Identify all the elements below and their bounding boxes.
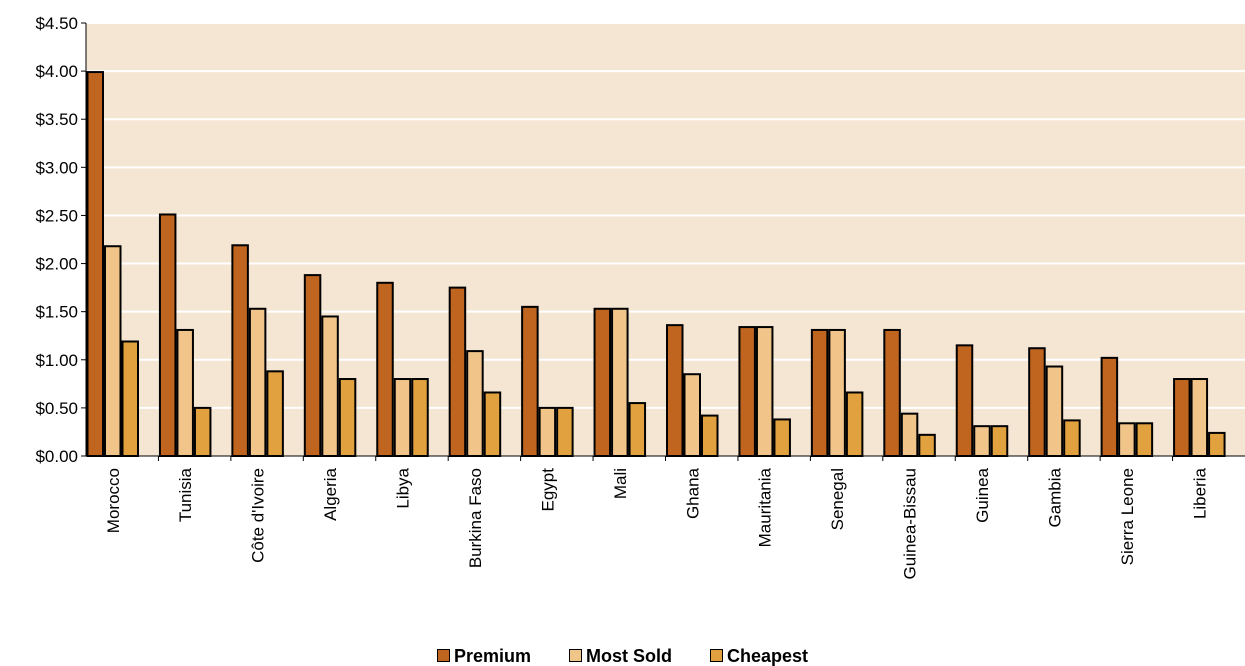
bar (266, 370, 284, 457)
x-tick-label: Libya (394, 467, 413, 508)
y-tick-label: $1.50 (35, 303, 78, 322)
x-tick-label: Morocco (104, 468, 123, 533)
legend-swatch-premium (436, 649, 450, 662)
bar (448, 286, 467, 457)
legend-label-most-sold: Most Sold (586, 645, 672, 666)
bar (666, 324, 684, 458)
bar (845, 391, 864, 458)
bar (990, 425, 1009, 457)
x-tick-label: Mauritania (756, 467, 775, 547)
legend-swatch-cheapest (710, 649, 723, 662)
bar (828, 328, 846, 457)
bar (521, 305, 539, 457)
bar (158, 213, 177, 457)
bar (755, 326, 774, 457)
legend-item-premium: Premium (436, 645, 531, 666)
bar (483, 391, 502, 458)
bar (918, 433, 936, 458)
bar (231, 244, 249, 457)
bar (121, 340, 139, 457)
y-tick-label: $1.00 (35, 351, 78, 370)
x-tick-label: Côte d'Ivoire (249, 468, 268, 563)
bar (466, 350, 484, 457)
bar (611, 307, 629, 457)
x-tick-label: Burkina Faso (466, 468, 485, 568)
bar (1118, 422, 1136, 458)
bar (701, 414, 719, 458)
x-tick-label: Tunisia (176, 467, 195, 522)
x-tick-label: Algeria (321, 467, 340, 520)
bar (176, 328, 194, 457)
x-tick-label: Ghana (683, 467, 702, 519)
bar (538, 406, 557, 457)
bar (810, 328, 829, 457)
legend-swatch-most-sold (569, 649, 582, 662)
x-tick-label: Senegal (828, 468, 847, 530)
legend-item-most-sold: Most Sold (569, 647, 672, 665)
bar (376, 281, 394, 457)
y-tick-label: $4.00 (35, 62, 78, 81)
x-tick-label: Guinea-Bissau (901, 468, 920, 580)
bar (86, 71, 104, 457)
bar (683, 373, 701, 458)
x-tick-label: Guinea (973, 467, 992, 522)
bar (321, 315, 339, 457)
bar (1063, 419, 1081, 457)
bar (1028, 347, 1046, 457)
x-tick-label: Liberia (1190, 467, 1209, 519)
bar (1045, 365, 1064, 457)
bar (338, 378, 357, 457)
y-tick-label: $2.00 (35, 255, 78, 274)
y-tick-label: $0.50 (35, 399, 78, 418)
bar (303, 274, 322, 458)
y-tick-label: $3.50 (35, 110, 78, 129)
legend-label-premium: Premium (453, 645, 531, 666)
bar (1100, 356, 1119, 457)
bar (393, 378, 412, 457)
bar (773, 418, 791, 457)
bar (1135, 422, 1154, 458)
bar (411, 378, 429, 457)
legend: Premium Most Sold Cheapest (0, 645, 1245, 666)
bar (883, 328, 901, 457)
bar (593, 307, 612, 457)
legend-label-cheapest: Cheapest (727, 645, 809, 666)
x-tick-label: Sierra Leone (1118, 468, 1137, 565)
y-tick-label: $0.00 (35, 447, 78, 466)
bar (738, 326, 756, 457)
bar (973, 425, 991, 457)
x-tick-label: Mali (611, 468, 630, 499)
bar (900, 412, 919, 458)
legend-item-cheapest: Cheapest (710, 647, 808, 665)
x-tick-label: Egypt (538, 468, 557, 512)
y-tick-label: $4.50 (35, 14, 78, 33)
bar (556, 406, 574, 457)
bar (628, 402, 647, 458)
y-tick-label: $3.00 (35, 158, 78, 177)
bar (1190, 378, 1209, 457)
bar (193, 406, 212, 457)
bar-chart: $0.00 $0.50 $1.00 $1.50 $2.00 $2.50 $3.00 $3.50… (35, 14, 1245, 580)
bar (1208, 431, 1226, 458)
y-tick-label: $2.50 (35, 206, 78, 225)
bar (104, 245, 122, 457)
x-tick-label: Gambia (1045, 467, 1064, 527)
bar (1173, 378, 1191, 457)
bar (955, 344, 974, 458)
bar (248, 307, 267, 457)
